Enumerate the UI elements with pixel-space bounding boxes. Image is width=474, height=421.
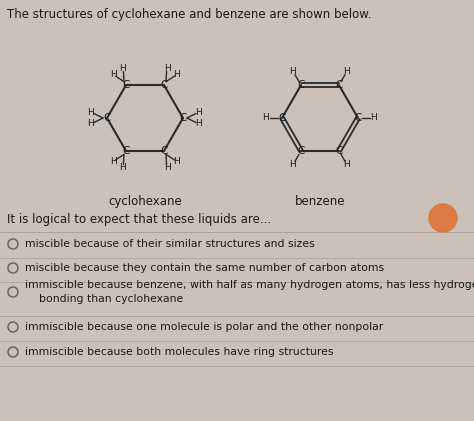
Text: H: H bbox=[88, 108, 94, 117]
Text: C: C bbox=[335, 80, 343, 90]
Text: H: H bbox=[110, 69, 117, 79]
Text: H: H bbox=[119, 163, 126, 172]
Text: C: C bbox=[278, 113, 286, 123]
Text: H: H bbox=[344, 67, 350, 76]
Text: H: H bbox=[263, 114, 269, 123]
Text: C: C bbox=[122, 80, 130, 90]
Text: C: C bbox=[297, 80, 305, 90]
Text: H: H bbox=[290, 160, 296, 169]
Text: C: C bbox=[103, 113, 111, 123]
Text: C: C bbox=[122, 146, 130, 156]
Text: H: H bbox=[196, 108, 202, 117]
Text: C: C bbox=[179, 113, 187, 123]
Text: miscible because they contain the same number of carbon atoms: miscible because they contain the same n… bbox=[25, 263, 384, 273]
Text: C: C bbox=[297, 146, 305, 156]
Text: H: H bbox=[164, 163, 171, 172]
Text: H: H bbox=[371, 114, 377, 123]
Text: It is logical to expect that these liquids are...: It is logical to expect that these liqui… bbox=[7, 213, 271, 226]
Text: H: H bbox=[173, 157, 180, 166]
Text: C: C bbox=[335, 146, 343, 156]
Circle shape bbox=[429, 204, 457, 232]
Text: benzene: benzene bbox=[295, 195, 345, 208]
Text: immiscible because one molecule is polar and the other nonpolar: immiscible because one molecule is polar… bbox=[25, 322, 383, 332]
Text: C: C bbox=[354, 113, 362, 123]
Text: H: H bbox=[164, 64, 171, 73]
Text: miscible because of their similar structures and sizes: miscible because of their similar struct… bbox=[25, 239, 315, 249]
Text: H: H bbox=[110, 157, 117, 166]
Text: C: C bbox=[160, 146, 168, 156]
Text: cyclohexane: cyclohexane bbox=[108, 195, 182, 208]
Text: H: H bbox=[173, 69, 180, 79]
Text: C: C bbox=[160, 80, 168, 90]
Text: immiscible because benzene, with half as many hydrogen atoms, has less hydrogen
: immiscible because benzene, with half as… bbox=[25, 280, 474, 304]
Text: H: H bbox=[196, 119, 202, 128]
Text: H: H bbox=[344, 160, 350, 169]
Text: H: H bbox=[119, 64, 126, 73]
Text: H: H bbox=[290, 67, 296, 76]
Text: The structures of cyclohexane and benzene are shown below.: The structures of cyclohexane and benzen… bbox=[7, 8, 372, 21]
Text: H: H bbox=[88, 119, 94, 128]
Text: immiscible because both molecules have ring structures: immiscible because both molecules have r… bbox=[25, 347, 334, 357]
